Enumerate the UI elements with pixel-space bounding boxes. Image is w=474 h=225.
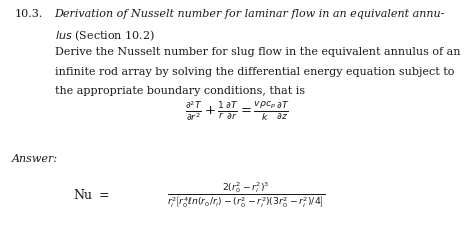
Text: Derive the Nusselt number for slug flow in the equivalent annulus of an: Derive the Nusselt number for slug flow … — [55, 47, 460, 57]
Text: Answer:: Answer: — [12, 153, 58, 163]
Text: $\frac{\partial^2 T}{\partial r^2} + \frac{1}{r}\frac{\partial T}{\partial r} = : $\frac{\partial^2 T}{\partial r^2} + \fr… — [185, 99, 289, 123]
Text: Derivation of Nusselt number for laminar flow in an equivalent annu-: Derivation of Nusselt number for laminar… — [55, 9, 445, 19]
Text: infinite rod array by solving the differential energy equation subject to: infinite rod array by solving the differ… — [55, 66, 454, 76]
Text: 10.3.: 10.3. — [14, 9, 43, 19]
Text: the appropriate boundary conditions, that is: the appropriate boundary conditions, tha… — [55, 86, 305, 95]
Text: Nu $=$: Nu $=$ — [73, 188, 110, 202]
Text: $\mathit{lus}$ (Section 10.2): $\mathit{lus}$ (Section 10.2) — [55, 28, 154, 43]
Text: $\frac{2(r_0^2 - r_i^2)^3}{r_i^2\left[r_0^4\ell n(r_0/r_i) - (r_0^2 - r_i^2)(3r_: $\frac{2(r_0^2 - r_i^2)^3}{r_i^2\left[r_… — [167, 180, 326, 209]
